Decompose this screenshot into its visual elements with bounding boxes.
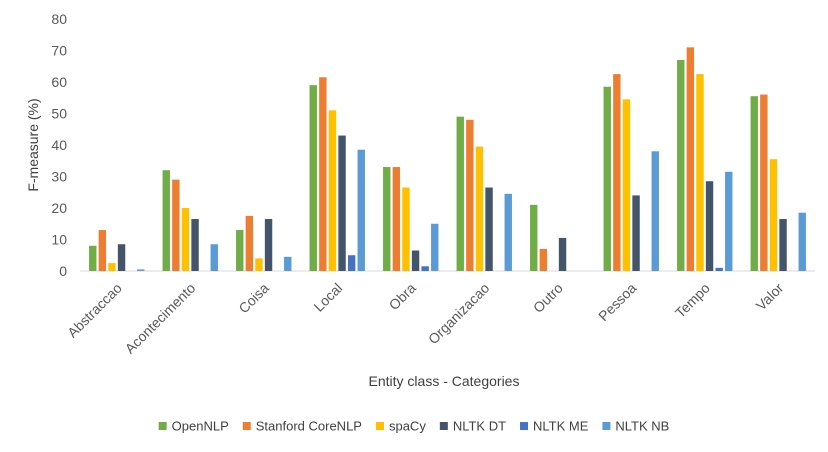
- bar: [632, 195, 640, 271]
- bar: [181, 208, 190, 271]
- legend-swatch: [439, 422, 448, 430]
- y-tick-label: 40: [51, 137, 67, 153]
- bar: [622, 99, 631, 271]
- legend-swatch: [242, 422, 251, 430]
- bar: [172, 179, 180, 271]
- x-tick-label: Abstraccao: [64, 280, 125, 341]
- y-tick-label: 30: [51, 169, 67, 185]
- bar: [475, 146, 484, 271]
- bar: [402, 187, 410, 271]
- bar: [779, 219, 787, 271]
- x-tick-label: Tempo: [672, 280, 713, 321]
- y-tick-label: 80: [51, 11, 67, 27]
- x-tick-label: Outro: [530, 280, 566, 316]
- bar: [760, 94, 768, 271]
- bar: [284, 256, 292, 271]
- legend-label: OpenNLP: [172, 419, 229, 434]
- x-tick-label: Local: [310, 280, 345, 315]
- bar: [421, 266, 429, 271]
- bar: [309, 85, 317, 272]
- bar: [504, 193, 512, 271]
- bar: [338, 135, 346, 271]
- legend-item: spaCy: [375, 419, 426, 434]
- bar: [98, 230, 107, 271]
- bar: [210, 244, 218, 271]
- legend-swatch: [375, 422, 384, 430]
- bar: [558, 237, 567, 271]
- y-tick-label: 20: [51, 200, 67, 216]
- bar: [245, 215, 254, 272]
- bar: [603, 86, 611, 271]
- legend-label: spaCy: [389, 419, 426, 434]
- bar: [705, 181, 714, 271]
- legend-item: NLTK DT: [439, 419, 506, 434]
- bar: [539, 248, 548, 271]
- bar: [530, 204, 538, 271]
- bar: [236, 230, 244, 271]
- bar: [357, 149, 365, 271]
- bar: [485, 187, 493, 271]
- y-tick-label: 60: [51, 74, 67, 90]
- x-tick-label: Coisa: [235, 280, 272, 317]
- bar: [137, 269, 145, 271]
- x-axis-title: Entity class - Categories: [369, 373, 520, 389]
- legend-label: NLTK NB: [615, 419, 669, 434]
- bar: [769, 159, 778, 271]
- x-tick-label: Organizacao: [425, 280, 493, 348]
- legend-label: Stanford CoreNLP: [256, 419, 362, 434]
- legend-label: NLTK ME: [533, 419, 589, 434]
- y-tick-label: 0: [59, 263, 67, 279]
- y-tick-label: 10: [51, 232, 67, 248]
- bar: [750, 96, 758, 272]
- bar: [677, 59, 685, 272]
- bar: [411, 250, 420, 271]
- bar: [328, 110, 337, 271]
- bar: [696, 74, 704, 272]
- bar: [725, 171, 733, 271]
- legend-swatch: [602, 422, 611, 430]
- x-tick-label: Acontecimento: [122, 280, 199, 357]
- x-tick-label: Valor: [753, 280, 787, 314]
- legend: OpenNLP Stanford CoreNLP spaCy NLTK DT NLTK …: [158, 419, 669, 434]
- bar: [264, 219, 273, 271]
- bar: [319, 77, 327, 272]
- bar: [108, 263, 116, 272]
- bar: [798, 212, 806, 271]
- bar: [715, 267, 723, 271]
- legend-item: NLTK NB: [602, 419, 669, 434]
- y-tick-label: 70: [51, 43, 67, 59]
- bar: [191, 219, 199, 271]
- bar: [347, 255, 356, 271]
- bar: [162, 170, 170, 271]
- bar: [686, 47, 695, 271]
- bar: [613, 74, 621, 272]
- legend-item: NLTK ME: [520, 419, 589, 434]
- bar: [456, 116, 464, 272]
- bar: [466, 119, 474, 271]
- y-axis-ticks: 0 10 20 30 40 50 60 70 80: [51, 11, 67, 279]
- y-tick-label: 50: [51, 106, 67, 122]
- bar: [431, 223, 439, 271]
- legend-swatch: [158, 422, 167, 430]
- bar: [255, 258, 263, 271]
- x-tick-label: Pessoa: [595, 280, 639, 324]
- bar: [117, 244, 126, 271]
- x-tick-label: Obra: [386, 280, 419, 313]
- legend-item: OpenNLP: [158, 419, 229, 434]
- legend-label: NLTK DT: [453, 419, 506, 434]
- bar: [89, 245, 97, 271]
- bars: [89, 47, 806, 272]
- bar: [392, 167, 401, 271]
- bar: [383, 167, 391, 271]
- bar: [651, 151, 659, 271]
- legend-item: Stanford CoreNLP: [242, 419, 362, 434]
- y-axis-title: F-measure (%): [25, 98, 41, 191]
- legend-swatch: [520, 422, 529, 430]
